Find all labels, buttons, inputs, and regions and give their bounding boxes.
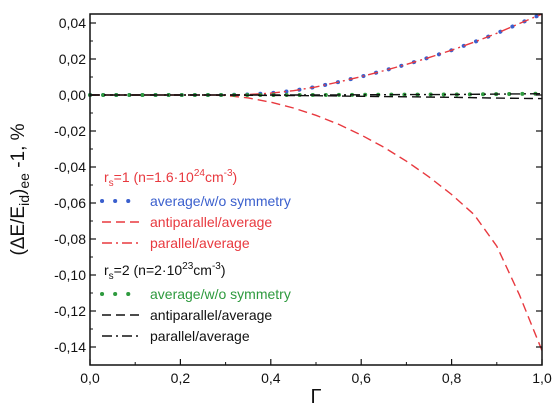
legend-group-header: rs=1 (n=1.6·1024cm-3) bbox=[104, 168, 237, 189]
legend-header-part: -3 bbox=[212, 261, 221, 272]
legend-header-part: ) bbox=[233, 169, 238, 185]
y-axis-title-sub1: id bbox=[16, 195, 32, 206]
legend-header-part: =1 (n=1.6·10 bbox=[114, 169, 194, 185]
legend-header-part: cm bbox=[205, 169, 224, 185]
y-tick-label: 0,02 bbox=[59, 51, 86, 67]
y-tick-label: -0,06 bbox=[54, 195, 86, 211]
legend-entry-label: average/w/o symmetry bbox=[150, 193, 291, 209]
legend: rs=1 (n=1.6·1024cm-3)average/w/o symmetr… bbox=[100, 168, 291, 344]
legend-header-part: =2 (n=2·10 bbox=[114, 262, 183, 278]
series-layer bbox=[88, 12, 544, 351]
legend-entry-label: parallel/average bbox=[150, 328, 250, 344]
y-tick-label: 0,00 bbox=[59, 87, 86, 103]
x-tick-label: 1,0 bbox=[532, 370, 552, 386]
y-tick-label: -0,12 bbox=[54, 303, 86, 319]
legend-header-part: 23 bbox=[182, 261, 194, 272]
x-tick-label: 0,0 bbox=[80, 370, 100, 386]
legend-header-part: s bbox=[109, 271, 114, 282]
series-line bbox=[90, 13, 543, 96]
series-line bbox=[90, 93, 543, 96]
legend-entry-label: antiparallel/average bbox=[150, 214, 272, 230]
x-axis-title: Γ bbox=[310, 386, 321, 408]
series-line bbox=[88, 12, 544, 97]
y-tick-label: -0,10 bbox=[54, 267, 86, 283]
legend-header-part: s bbox=[109, 178, 114, 189]
x-tick-label: 0,6 bbox=[351, 370, 371, 386]
ticks-layer: 0,0 0,2 0,4 0,6 0,8 1,0 0,04 0,02 0,00 -0,02 -0,04… bbox=[54, 15, 552, 386]
x-tick-label: 0,2 bbox=[171, 370, 191, 386]
y-axis-title-tail: -1, % bbox=[8, 123, 29, 173]
legend-entry-label: parallel/average bbox=[150, 235, 250, 251]
x-tick-label: 0,8 bbox=[442, 370, 462, 386]
y-tick-label: -0,08 bbox=[54, 231, 86, 247]
legend-header-part: ) bbox=[221, 262, 226, 278]
legend-header-part: r bbox=[104, 262, 109, 278]
legend-header-part: 24 bbox=[194, 168, 206, 179]
legend-entry-label: average/w/o symmetry bbox=[150, 286, 291, 302]
legend-header-part: cm bbox=[193, 262, 212, 278]
y-axis-title-sub2: ee bbox=[16, 173, 32, 189]
y-tick-label: -0,04 bbox=[54, 159, 86, 175]
y-axis-title-open: (ΔE/E bbox=[8, 206, 29, 256]
y-axis-title: (ΔE/Eid)ee -1, % bbox=[8, 123, 32, 255]
y-tick-label: -0,14 bbox=[54, 339, 86, 355]
legend-header-part: -3 bbox=[224, 168, 233, 179]
x-tick-label: 0,4 bbox=[261, 370, 281, 386]
legend-header-part: r bbox=[104, 169, 109, 185]
y-tick-label: -0,02 bbox=[54, 123, 86, 139]
y-tick-label: 0,04 bbox=[59, 15, 86, 31]
legend-group-header: rs=2 (n=2·1023cm-3) bbox=[104, 261, 226, 282]
y-axis-title-close: ) bbox=[8, 189, 29, 195]
legend-entry-label: antiparallel/average bbox=[150, 307, 272, 323]
